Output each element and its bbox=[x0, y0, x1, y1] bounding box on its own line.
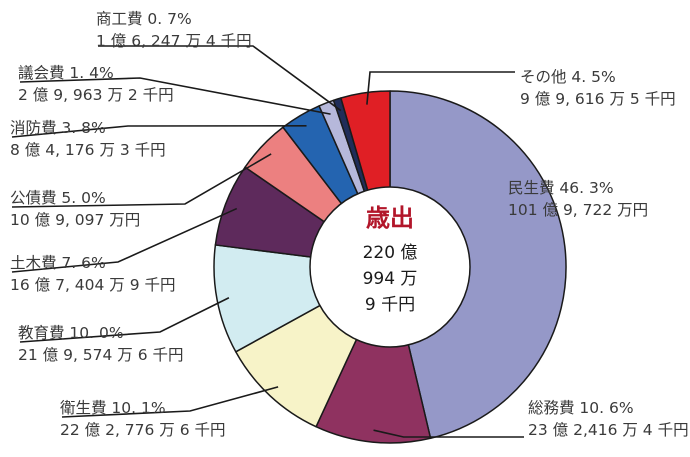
center-line-2: 994 万 bbox=[363, 269, 418, 289]
center-title: 歳出 bbox=[366, 204, 414, 232]
slice-label-name: その他 4. 5% bbox=[520, 68, 616, 86]
pie-slice bbox=[389, 90, 567, 440]
center-line-3: 9 千円 bbox=[365, 295, 415, 315]
slice-label-amount: 22 億 2, 776 万 6 千円 bbox=[60, 421, 226, 439]
leader-line bbox=[373, 429, 524, 438]
slice-label-amount: 23 億 2,416 万 4 千円 bbox=[528, 421, 689, 439]
leader-line bbox=[11, 153, 272, 208]
slice-label-amount: 16 億 7, 404 万 9 千円 bbox=[10, 276, 176, 294]
slice-label-name: 公債費 5. 0% bbox=[10, 189, 106, 207]
slice-label-amount: 10 億 9, 097 万円 bbox=[10, 211, 140, 229]
slice-label-name: 商工費 0. 7% bbox=[96, 10, 192, 28]
slice-label-amount: 8 億 4, 176 万 3 千円 bbox=[10, 141, 166, 159]
leader-line bbox=[11, 125, 307, 138]
leader-line bbox=[19, 297, 230, 343]
center-line-1: 220 億 bbox=[363, 243, 418, 263]
leader-line bbox=[98, 45, 342, 112]
slice-label-amount: 101 億 9, 722 万円 bbox=[508, 201, 648, 219]
leader-line bbox=[366, 71, 515, 105]
slice-label-amount: 1 億 6, 247 万 4 千円 bbox=[96, 32, 252, 50]
leader-lines bbox=[11, 45, 524, 438]
slice-label-name: 衛生費 10. 1% bbox=[60, 399, 166, 417]
slice-label-name: 議会費 1. 4% bbox=[18, 64, 114, 82]
leader-line bbox=[61, 386, 279, 418]
slice-label-amount: 2 億 9, 963 万 2 千円 bbox=[18, 86, 174, 104]
donut-hole bbox=[309, 186, 471, 348]
slice-label-amount: 9 億 9, 616 万 5 千円 bbox=[520, 90, 676, 108]
slice-label-amount: 21 億 9, 574 万 6 千円 bbox=[18, 346, 184, 364]
slice-label-name: 教育費 10. 0% bbox=[18, 324, 124, 342]
slice-label-name: 民生費 46. 3% bbox=[508, 179, 614, 197]
slice-label-name: 消防費 3. 8% bbox=[10, 119, 106, 137]
slice-label-name: 総務費 10. 6% bbox=[528, 399, 634, 417]
leader-line bbox=[19, 77, 331, 115]
slice-label-name: 土木費 7. 6% bbox=[10, 254, 106, 272]
leader-line bbox=[11, 207, 238, 273]
pie-slice bbox=[315, 266, 432, 444]
